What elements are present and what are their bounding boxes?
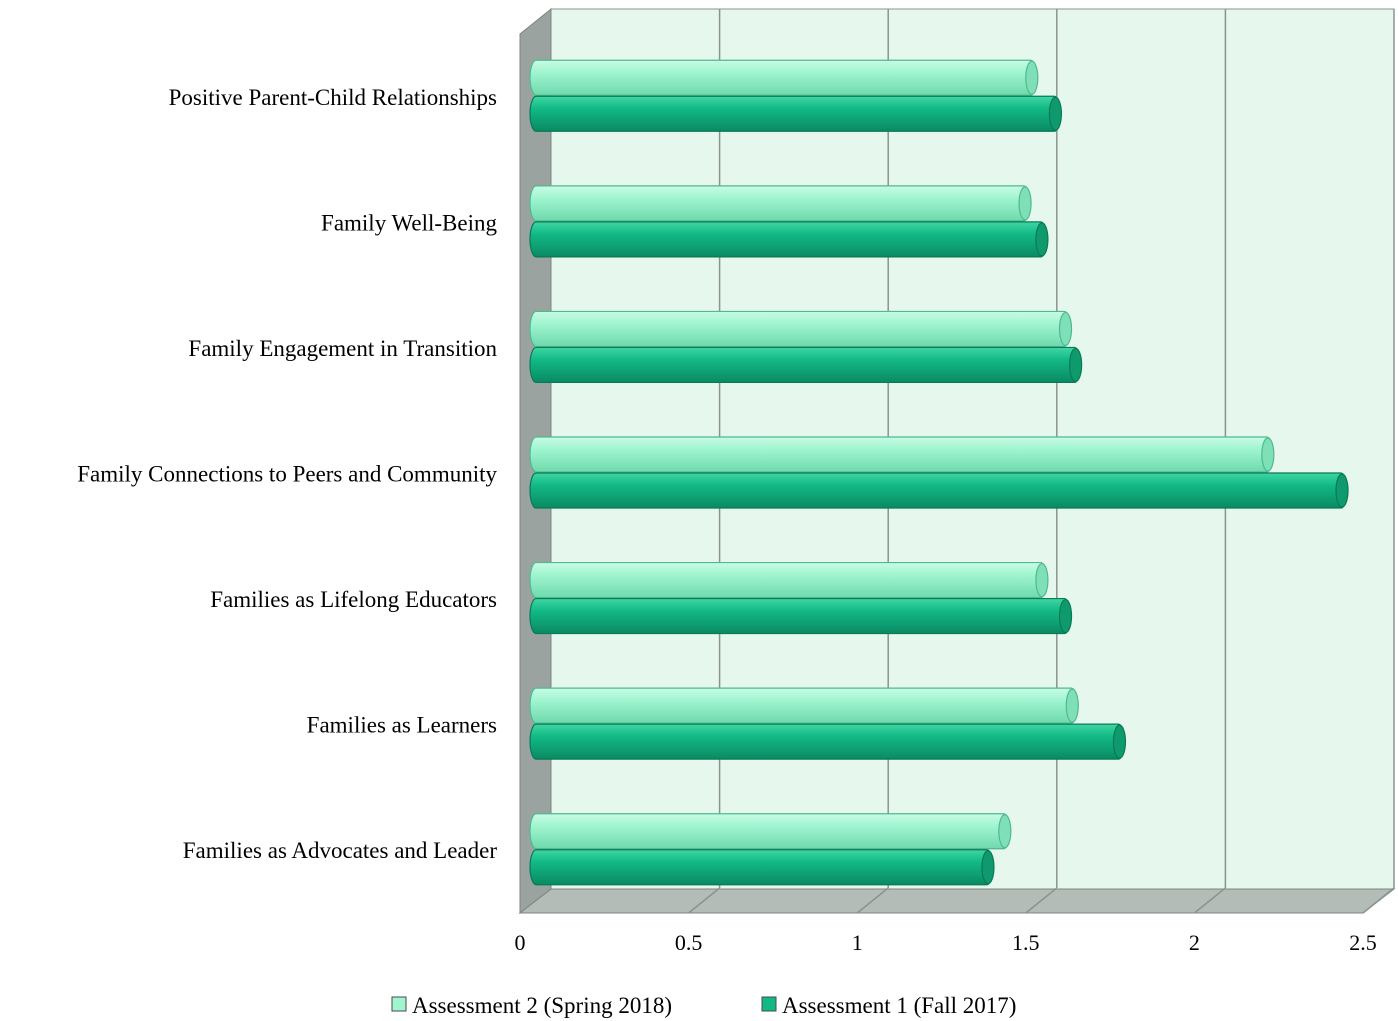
bar-body (529, 813, 1011, 850)
bar-cap (1069, 347, 1083, 383)
category-label: Positive Parent-Child Relationships (169, 85, 497, 110)
bar (529, 185, 1032, 222)
x-axis-ticks: 0 0.5 1 1.5 2 2.5 (515, 930, 1377, 955)
bar (529, 95, 1063, 132)
gridline-floor (1025, 887, 1058, 914)
gridline-floor (688, 887, 721, 914)
bar (529, 221, 1049, 258)
bar-body (529, 723, 1126, 760)
bar-cap (1058, 311, 1073, 347)
category-labels: Positive Parent-Child Relationships Famil… (77, 85, 497, 863)
bar (529, 346, 1083, 384)
bar-body (529, 310, 1072, 348)
gridline-floor (856, 887, 889, 914)
bar-cap (1112, 724, 1127, 759)
bar-body (529, 472, 1348, 509)
bar-cap (1058, 598, 1073, 634)
x-tick-label: 0 (515, 930, 526, 955)
bar-cap (1035, 222, 1049, 257)
bar-cap (1065, 688, 1079, 723)
bar-cap (1048, 96, 1063, 131)
category-label: Families as Lifelong Educators (210, 587, 497, 612)
x-tick-label: 1 (852, 930, 863, 955)
bar-cap (1335, 473, 1349, 508)
bar-cap (981, 850, 995, 885)
bar (529, 59, 1039, 96)
bar-cap (1025, 60, 1039, 95)
bar-body (529, 561, 1048, 599)
x-tick-label: 0.5 (675, 930, 703, 955)
bar-cap (1261, 437, 1275, 472)
legend-swatch (761, 996, 777, 1012)
category-label: Family Connections to Peers and Communit… (77, 462, 497, 487)
bar (529, 597, 1073, 635)
bar-body (529, 95, 1062, 132)
bar-body (529, 59, 1038, 96)
bar (529, 723, 1127, 760)
bar-cap (998, 814, 1012, 849)
bar-cap (1018, 186, 1032, 221)
gridline-floor (1193, 887, 1226, 914)
legend-item: Assessment 2 (Spring 2018) (391, 993, 672, 1018)
legend-swatch (391, 996, 407, 1012)
legend-label: Assessment 2 (Spring 2018) (412, 993, 672, 1018)
x-tick-label: 2 (1189, 930, 1200, 955)
bar-body (529, 346, 1082, 384)
category-label: Families as Learners (307, 713, 497, 738)
bar (529, 813, 1012, 850)
bars (529, 59, 1349, 886)
bar-body (529, 436, 1274, 473)
x-tick-label: 2.5 (1349, 930, 1377, 955)
bar (529, 436, 1275, 473)
bar (529, 472, 1349, 509)
category-label: Family Engagement in Transition (188, 336, 497, 361)
category-label: Family Well-Being (321, 210, 497, 235)
legend: Assessment 2 (Spring 2018) Assessment 1 (… (391, 993, 1016, 1018)
bar-body (529, 185, 1031, 222)
bar-body (529, 597, 1072, 635)
legend-label: Assessment 1 (Fall 2017) (782, 993, 1016, 1018)
category-label: Families as Advocates and Leader (183, 838, 498, 863)
bar-body (529, 221, 1048, 258)
bar (529, 310, 1073, 348)
bar-cap (1035, 562, 1049, 598)
bar (529, 561, 1049, 599)
bar (529, 687, 1079, 724)
gridline-floor (1362, 887, 1395, 914)
x-tick-label: 1.5 (1012, 930, 1040, 955)
legend-item: Assessment 1 (Fall 2017) (761, 993, 1016, 1018)
floor (518, 888, 1396, 914)
bar (529, 849, 995, 886)
bar-body (529, 687, 1078, 724)
bar-body (529, 849, 994, 886)
